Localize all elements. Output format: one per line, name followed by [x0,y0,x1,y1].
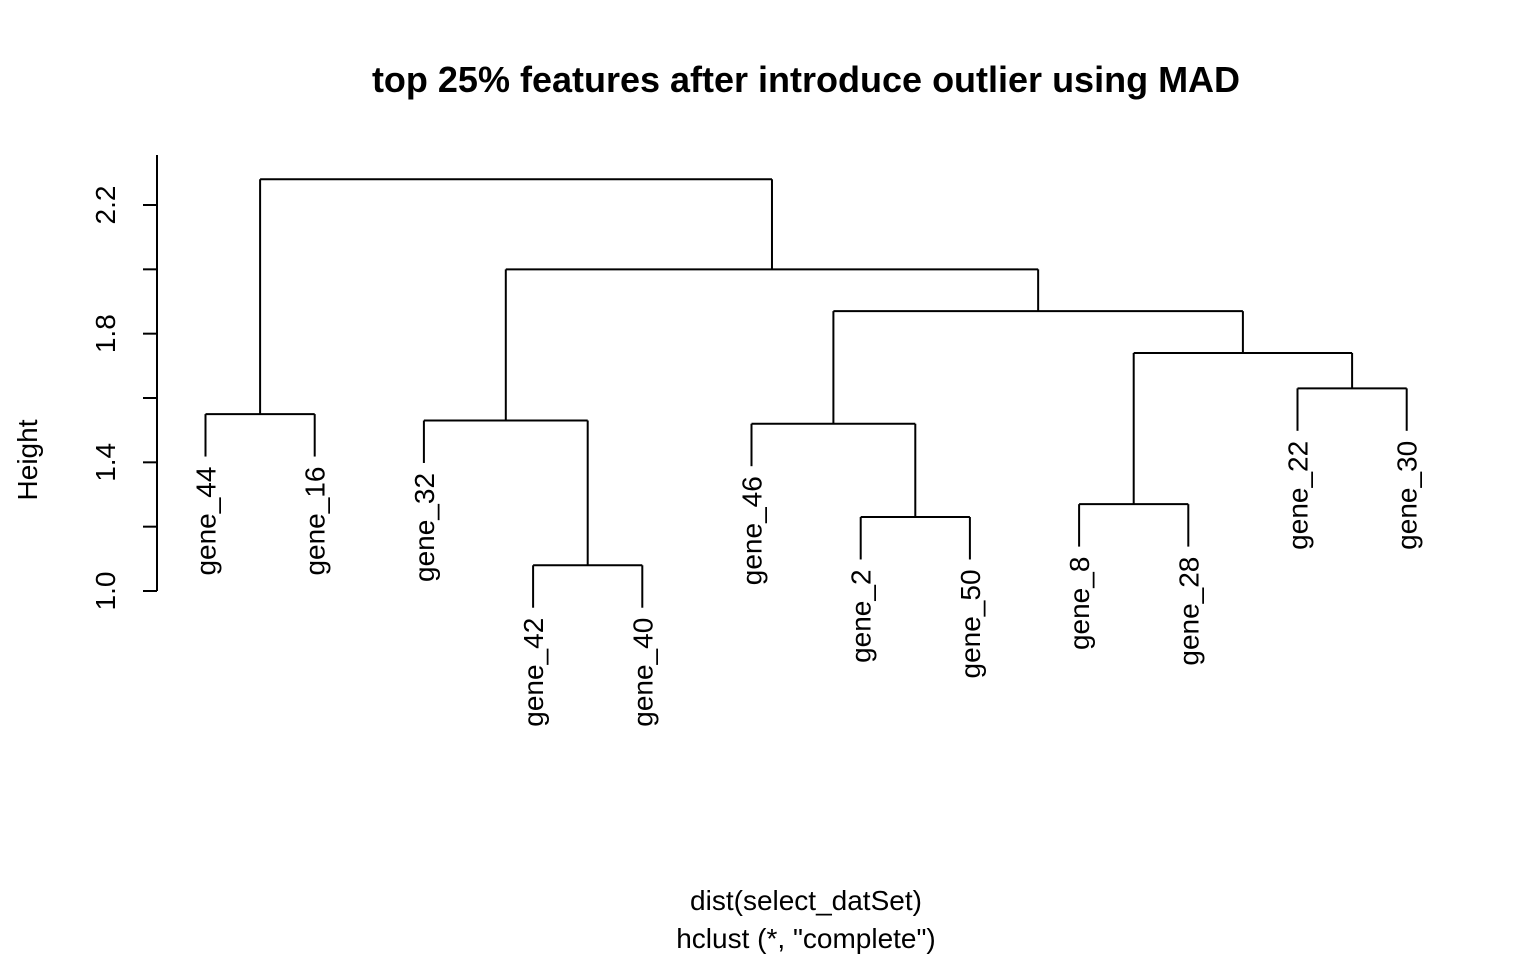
y-tick-label: 2.2 [90,186,121,225]
leaf-label: gene_46 [737,476,768,585]
leaf-labels: gene_44 gene_16 gene_32 gene_42 gene_40 gene_… [191,441,1423,727]
y-tick-label: 1.8 [90,314,121,353]
leaf-label: gene_22 [1283,441,1314,550]
leaf-label: gene_16 [300,467,331,576]
x-axis-label-line1: dist(select_datSet) [690,885,922,916]
y-tick-label: 1.4 [90,443,121,482]
x-axis-label-line2: hclust (*, "complete") [676,923,936,954]
y-axis: 1.0 1.4 1.8 2.2 [90,155,157,610]
chart-title: top 25% features after introduce outlier… [372,59,1240,100]
leaf-label: gene_44 [191,467,222,576]
leaf-label: gene_2 [846,569,877,662]
leaf-label: gene_40 [627,618,658,727]
leaf-label: gene_8 [1064,557,1095,650]
leaf-label: gene_30 [1392,441,1423,550]
dendrogram-branches [206,179,1407,607]
leaf-label: gene_28 [1173,557,1204,666]
leaf-label: gene_50 [955,569,986,678]
y-tick-label: 1.0 [90,572,121,611]
leaf-label: gene_32 [409,473,440,582]
leaf-label: gene_42 [518,618,549,727]
y-axis-label: Height [12,419,43,500]
